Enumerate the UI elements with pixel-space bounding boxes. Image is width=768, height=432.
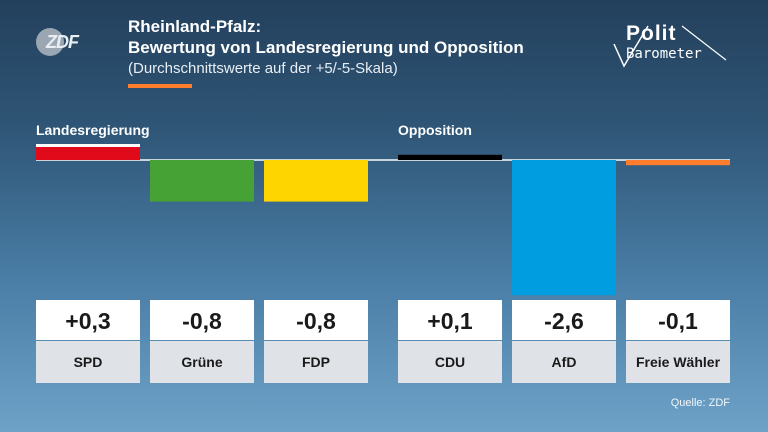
zdf-logo: ZDF: [36, 28, 90, 56]
politbarometer-logo: Polit Barometer: [608, 22, 728, 72]
category-box-freie-wähler: [626, 341, 730, 383]
value-label-spd: +0,3: [65, 308, 110, 334]
value-label-afd: -2,6: [544, 308, 584, 334]
value-box-grüne: [150, 300, 254, 340]
zdf-logo-text: ZDF: [46, 32, 79, 52]
source-note: Quelle: ZDF: [670, 397, 730, 409]
value-box-fdp: [264, 300, 368, 340]
chart-subtitle: (Durchschnittswerte auf der +5/-5-Skala): [128, 60, 398, 77]
value-box-cdu: [398, 300, 502, 340]
category-label-freie-wähler: Freie Wähler: [636, 354, 721, 370]
politbarometer-logo-line2: Barometer: [626, 46, 702, 62]
value-label-cdu: +0,1: [427, 308, 473, 334]
category-label-grüne: Grüne: [181, 354, 222, 370]
group-marker-landesregierung-top: [36, 144, 140, 147]
bar-afd: [512, 160, 616, 296]
value-label-freie-wähler: -0,1: [658, 308, 698, 334]
category-box-cdu: [398, 341, 502, 383]
value-box-afd: [512, 300, 616, 340]
zdf-logo-disc: [36, 28, 64, 56]
politbarometer-check-icon: [613, 25, 727, 68]
category-box-fdp: [264, 341, 368, 383]
bar-cdu: [398, 154, 502, 160]
value-box-spd: [36, 300, 140, 340]
category-label-spd: SPD: [74, 354, 103, 370]
group-label-opposition: Opposition: [398, 122, 472, 138]
bar-freie-wähler: [626, 160, 730, 166]
category-label-cdu: CDU: [435, 354, 465, 370]
group-label-landesregierung: Landesregierung: [36, 122, 150, 138]
bar-grüne: [150, 160, 254, 202]
category-label-afd: AfD: [552, 354, 577, 370]
chart-title: Rheinland-Pfalz:: [128, 17, 262, 36]
value-box-freie-wähler: [626, 300, 730, 340]
category-label-fdp: FDP: [302, 354, 330, 370]
chart-title-line2: Bewertung von Landesregierung und Opposi…: [128, 38, 524, 57]
category-box-grüne: [150, 341, 254, 383]
title-accent-bar: [128, 84, 192, 88]
title-block: Rheinland-Pfalz: Bewertung von Landesreg…: [128, 16, 588, 78]
category-box-spd: [36, 341, 140, 383]
bar-fdp: [264, 160, 368, 202]
value-label-grüne: -0,8: [182, 308, 222, 334]
politbarometer-logo-line1: Polit: [626, 22, 677, 45]
category-box-afd: [512, 341, 616, 383]
group-marker-landesregierung: [36, 144, 140, 158]
value-label-fdp: -0,8: [296, 308, 336, 334]
